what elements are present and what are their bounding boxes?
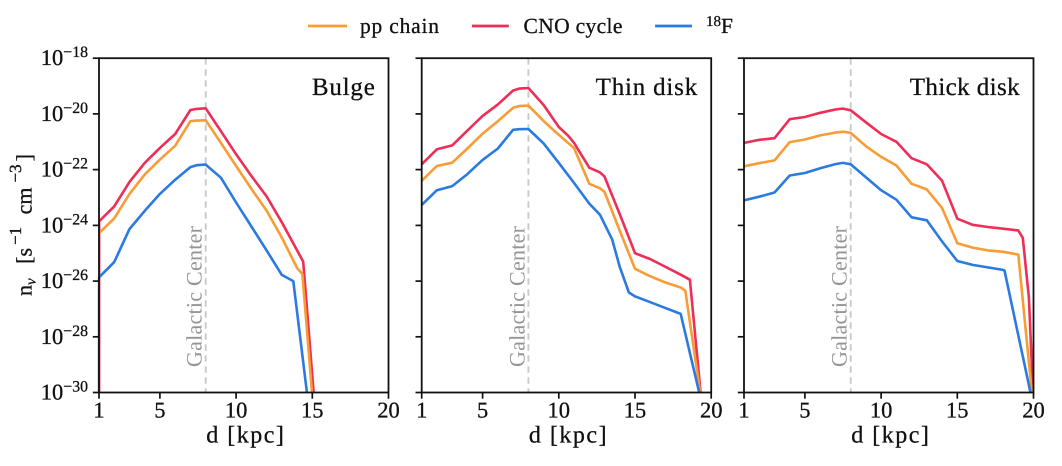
svg-text:10: 10	[548, 398, 571, 423]
svg-text:20: 20	[377, 398, 400, 423]
svg-text:20: 20	[1022, 398, 1045, 423]
svg-text:Thick disk: Thick disk	[910, 74, 1020, 101]
svg-text:Thin disk: Thin disk	[596, 74, 698, 101]
svg-text:1: 1	[738, 398, 749, 423]
svg-text:15: 15	[301, 398, 324, 423]
svg-text:10−28: 10−28	[41, 323, 88, 349]
svg-text:1: 1	[93, 398, 104, 423]
svg-text:Galactic Center: Galactic Center	[827, 225, 852, 367]
svg-text:5: 5	[477, 398, 488, 423]
svg-text:20: 20	[700, 398, 723, 423]
svg-text:d [kpc]: d [kpc]	[851, 423, 930, 449]
svg-text:15: 15	[946, 398, 969, 423]
svg-text:Galactic Center: Galactic Center	[504, 225, 529, 367]
svg-text:Bulge: Bulge	[312, 74, 376, 101]
svg-text:pp chain: pp chain	[360, 14, 440, 38]
svg-text:10: 10	[870, 398, 893, 423]
svg-text:d [kpc]: d [kpc]	[529, 423, 608, 449]
svg-text:15: 15	[624, 398, 647, 423]
svg-text:Galactic Center: Galactic Center	[182, 225, 207, 367]
svg-text:5: 5	[154, 398, 165, 423]
svg-text:5: 5	[799, 398, 810, 423]
svg-text:10: 10	[225, 398, 248, 423]
svg-text:18F: 18F	[706, 14, 733, 38]
svg-text:d [kpc]: d [kpc]	[206, 423, 285, 449]
svg-text:1: 1	[416, 398, 427, 423]
svg-text:CNO cycle: CNO cycle	[524, 14, 623, 38]
